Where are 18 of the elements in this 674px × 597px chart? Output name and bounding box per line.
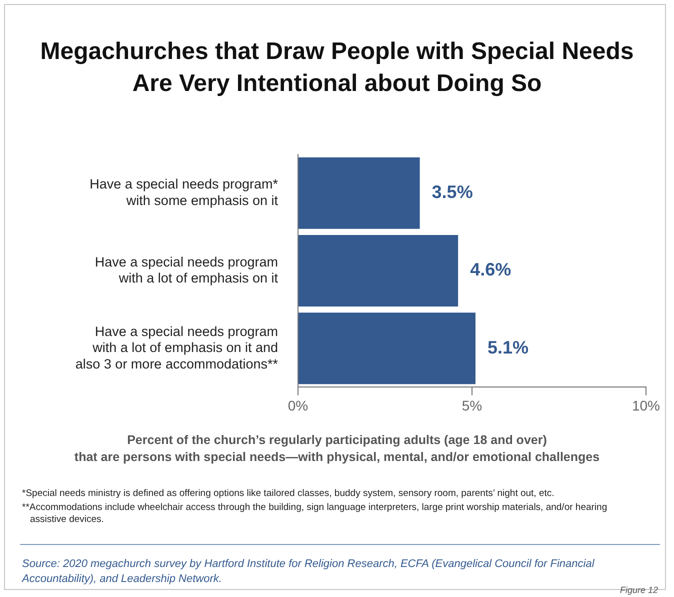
data-label: 5.1% [487, 337, 529, 358]
x-tick-label: 0% [288, 397, 308, 414]
bar [298, 157, 420, 229]
data-label: 3.5% [432, 182, 473, 202]
x-axis-title: Percent of the church’s regularly participating adults (age 18 and over) that are persons with special needs—with physical, mental, and/or emotional challenges [73, 432, 601, 466]
bar [298, 312, 476, 384]
source-note: Source: 2020 megachurch survey by Hartford Institute for Religion Research, ECFA (Evangelical Council for Financial Accountability), and Leadership Network. [22, 558, 594, 585]
caption: Figure 12 [620, 585, 658, 595]
y-tick-label: Have a special needs program with a lot of emphasis on it and also 3 or more accommodations** [75, 324, 279, 372]
chart-title: Megachurches that Draw People with Special Needs Are Very Intentional about Doing So [39, 37, 635, 99]
bar [298, 235, 458, 306]
data-label: 4.6% [470, 260, 512, 280]
text: **Accommodations include wheelchair access through the building, sign language interpreters, large print worship materials, and/or hearing assistive devices. [22, 502, 608, 526]
x-tick-label: 10% [632, 397, 660, 414]
text: *Special needs ministry is defined as offering options like tailored classes, buddy system, sensory room, parents’ night out, etc. [22, 488, 556, 500]
x-tick-label: 5% [462, 397, 482, 414]
y-tick-label: Have a special needs program* with some emphasis on it [90, 176, 279, 208]
y-tick-label: Have a special needs program with a lot of emphasis on it [94, 254, 278, 286]
